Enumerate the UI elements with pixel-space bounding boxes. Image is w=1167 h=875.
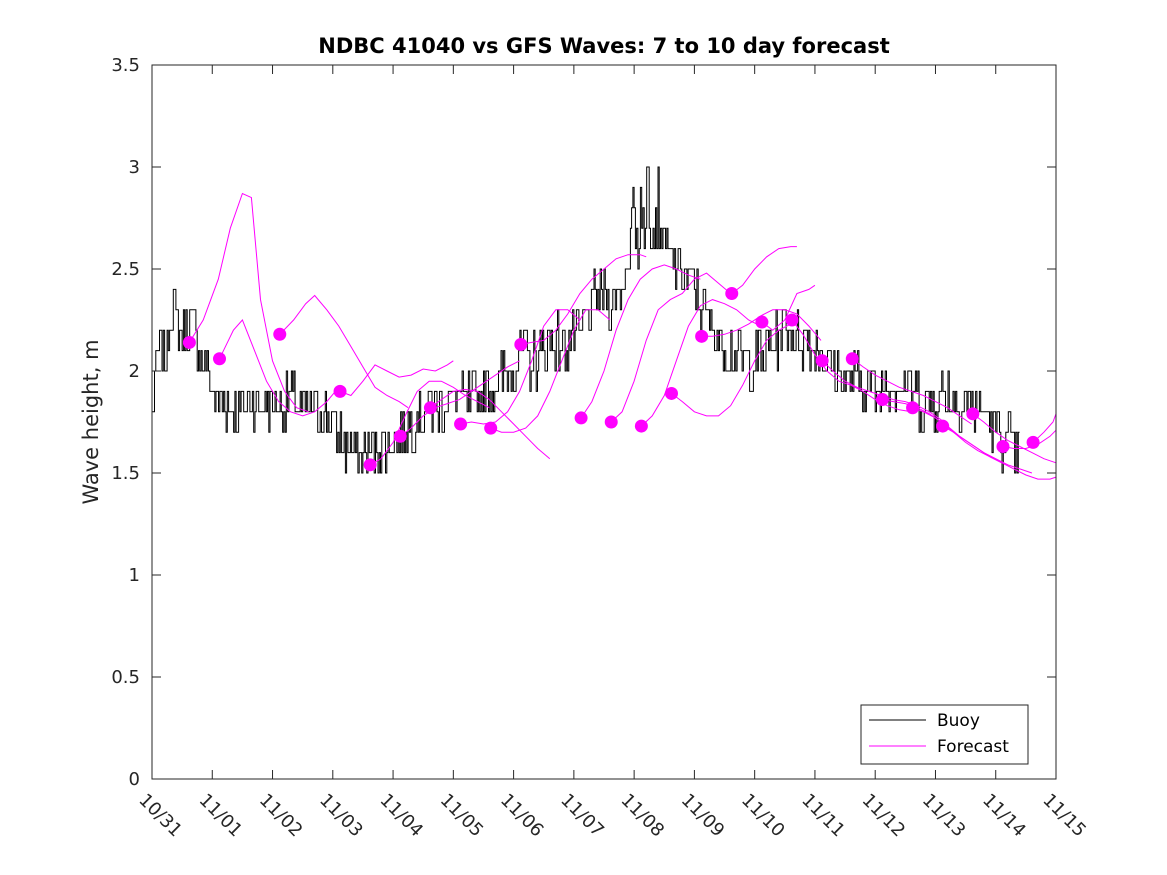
forecast-start-marker <box>484 421 498 435</box>
forecast-start-marker <box>333 384 347 398</box>
forecast-series-line <box>369 380 490 466</box>
legend-forecast-label: Forecast <box>937 737 1009 757</box>
forecast-start-marker <box>634 419 648 433</box>
forecast-series-line <box>279 294 409 409</box>
forecast-start-marker <box>574 411 588 425</box>
legend: Buoy Forecast <box>860 704 1029 765</box>
forecast-start-marker <box>906 401 920 415</box>
forecast-series-line <box>641 299 761 427</box>
forecast-series-line <box>490 309 611 433</box>
forecast-start-marker <box>755 315 769 329</box>
forecast-start-marker <box>1026 435 1040 449</box>
forecast-series-line <box>851 358 972 425</box>
y-tick-label: 1.5 <box>111 463 140 484</box>
y-tick-label: 3.5 <box>111 55 140 76</box>
forecast-series-line <box>791 319 912 413</box>
plot-area <box>152 65 1056 779</box>
forecast-series-line <box>430 388 551 460</box>
forecast-start-marker <box>664 386 678 400</box>
forecast-series-line <box>520 254 647 345</box>
forecast-start-marker <box>514 337 528 351</box>
forecast-start-marker <box>845 352 859 366</box>
y-tick-label: 0 <box>129 769 140 790</box>
forecast-start-marker <box>785 313 799 327</box>
forecast-start-marker <box>875 393 889 407</box>
legend-buoy-label: Buoy <box>937 711 980 731</box>
forecast-series-line <box>671 323 792 417</box>
forecast-start-marker <box>725 286 739 300</box>
forecast-series-line <box>972 413 1057 464</box>
series-layer <box>152 166 1057 480</box>
y-tick-label: 2 <box>129 361 140 382</box>
forecast-start-marker <box>182 335 196 349</box>
forecast-start-marker <box>423 401 437 415</box>
forecast-start-marker <box>212 352 226 366</box>
axes-box <box>151 64 1057 780</box>
marker-layer <box>182 286 1040 472</box>
forecast-series-line <box>1032 413 1057 443</box>
buoy-series-line <box>152 166 1020 474</box>
y-tick-label: 2.5 <box>111 259 140 280</box>
forecast-start-marker <box>363 458 377 472</box>
forecast-series-line <box>610 272 731 423</box>
y-tick-label: 1 <box>129 565 140 586</box>
chart-title: NDBC 41040 vs GFS Waves: 7 to 10 day for… <box>318 34 889 58</box>
y-tick-label: 0.5 <box>111 667 140 688</box>
forecast-series-line <box>339 360 454 397</box>
forecast-series-line <box>188 192 309 413</box>
forecast-series-line <box>460 309 581 425</box>
forecast-start-marker <box>695 329 709 343</box>
forecast-start-marker <box>815 354 829 368</box>
forecast-series-line <box>399 360 520 437</box>
forecast-start-marker <box>966 407 980 421</box>
forecast-start-marker <box>393 429 407 443</box>
forecast-start-marker <box>996 439 1010 453</box>
forecast-start-marker <box>273 327 287 341</box>
forecast-start-marker <box>604 415 618 429</box>
forecast-series-line <box>942 425 1057 480</box>
y-axis-label: Wave height, m <box>79 339 103 504</box>
forecast-series-line <box>219 319 340 417</box>
forecast-start-marker <box>936 419 950 433</box>
forecast-start-marker <box>454 417 468 431</box>
forecast-series-line <box>580 264 701 419</box>
legend-box <box>860 704 1029 765</box>
y-tick-label: 3 <box>129 157 140 178</box>
forecast-series-line <box>761 284 816 331</box>
forecast-series-line <box>731 246 797 294</box>
